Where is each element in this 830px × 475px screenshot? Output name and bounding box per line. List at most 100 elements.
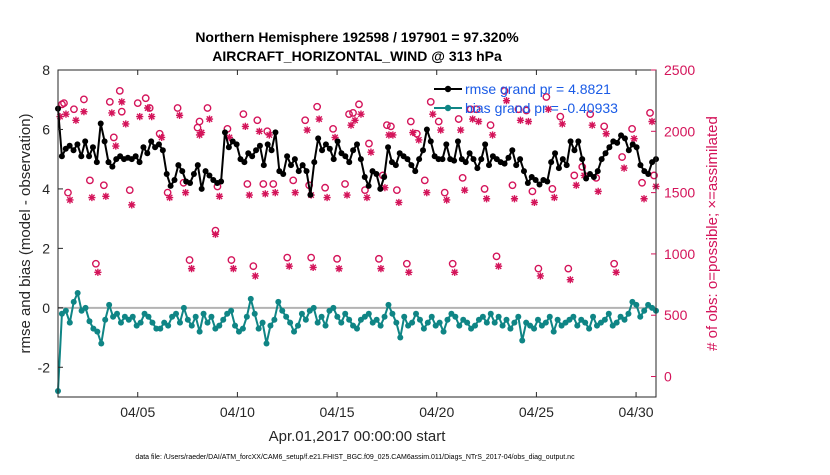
bias-point: [389, 310, 396, 317]
rmse-point: [66, 142, 73, 149]
obs-assimilated-marker: [457, 126, 465, 134]
obs-assimilated-marker: [429, 110, 437, 118]
rmse-point: [474, 165, 481, 172]
obs-assimilated-marker: [215, 192, 224, 200]
obs-possible-marker: [534, 264, 543, 273]
bias-point: [117, 319, 124, 326]
y2-tick-label: 1000: [664, 246, 695, 262]
bias-point: [582, 319, 589, 326]
bias-point: [479, 313, 486, 320]
rmse-point: [462, 159, 469, 166]
obs-possible-marker: [125, 186, 134, 195]
rmse-point: [517, 156, 524, 163]
obs-markers-layer: [56, 86, 660, 284]
bias-point: [440, 328, 447, 335]
y-axis-right: 0 500 1000 1500 2000 2500: [651, 62, 695, 385]
obs-assimilated-marker: [128, 201, 136, 209]
rmse-point: [218, 178, 225, 185]
obs-assimilated-marker: [544, 105, 552, 113]
obs-assimilated-marker: [285, 262, 293, 270]
obs-assimilated-marker: [409, 128, 417, 137]
obs-assimilated-marker: [265, 131, 273, 139]
rmse-point: [594, 168, 601, 175]
obs-possible-marker: [345, 110, 353, 119]
bias-point: [413, 310, 420, 317]
y2-tick-label: 2000: [664, 123, 695, 139]
bias-point: [145, 313, 152, 320]
rmse-point: [544, 178, 551, 185]
bias-point: [208, 313, 215, 320]
bias-point: [188, 322, 195, 329]
obs-assimilated-marker: [469, 115, 477, 123]
obs-possible-marker: [239, 110, 248, 119]
obs-assimilated-marker: [558, 120, 566, 128]
obs-possible-marker: [109, 133, 118, 142]
obs-assimilated-marker: [516, 116, 525, 124]
obs-possible-marker: [80, 95, 88, 104]
rmse-point: [268, 147, 275, 154]
rmse-point: [311, 159, 318, 166]
x-axis-label: Apr.01,2017 00:00:00 start: [269, 428, 447, 445]
obs-assimilated-marker: [488, 131, 497, 139]
obs-assimilated-marker: [363, 193, 371, 202]
rmse-point: [187, 179, 194, 186]
bias-point: [192, 313, 199, 320]
bias-point: [184, 316, 191, 323]
rmse-point: [78, 153, 85, 160]
obs-assimilated-marker: [94, 268, 102, 276]
obs-possible-marker: [329, 124, 337, 133]
x-tick-label: 04/10: [220, 404, 255, 420]
rmse-point: [295, 168, 302, 175]
rmse-point: [70, 147, 77, 154]
rmse-point: [501, 160, 508, 167]
obs-possible-marker: [269, 180, 278, 188]
obs-assimilated-marker: [175, 111, 184, 119]
bias-point: [251, 310, 258, 317]
bias-point: [491, 319, 498, 326]
obs-possible-marker: [618, 153, 627, 161]
obs-assimilated-marker: [166, 193, 174, 202]
legend-bias-marker: [444, 104, 452, 112]
obs-possible-marker: [586, 110, 595, 119]
obs-possible-marker: [508, 181, 517, 190]
rmse-point: [567, 138, 574, 145]
bias-point: [66, 319, 73, 326]
chart-title: Northern Hemisphere 192598 / 197901 = 97…: [195, 29, 519, 45]
obs-possible-marker: [486, 121, 495, 130]
bias-point: [82, 304, 89, 311]
x-tick-label: 04/05: [120, 404, 155, 420]
bias-point: [601, 316, 608, 323]
rmse-point: [357, 156, 364, 163]
obs-assimilated-marker: [437, 126, 445, 134]
bias-point: [310, 304, 317, 311]
obs-assimilated-marker: [80, 108, 88, 116]
bias-point: [487, 310, 494, 317]
obs-assimilated-marker: [381, 184, 389, 192]
x-tick-label: 04/25: [519, 404, 554, 420]
rmse-point: [633, 144, 640, 151]
obs-assimilated-marker: [122, 120, 130, 128]
obs-possible-marker: [195, 117, 204, 126]
obs-possible-marker: [628, 124, 636, 133]
rmse-point: [346, 159, 353, 166]
obs-possible-marker: [375, 254, 383, 263]
obs-assimilated-marker: [118, 98, 126, 106]
rmse-point: [606, 144, 613, 151]
obs-assimilated-marker: [377, 265, 385, 273]
rmse-point: [206, 172, 213, 179]
obs-assimilated-marker: [245, 191, 253, 199]
bias-point: [499, 322, 506, 329]
rmse-point: [373, 171, 380, 178]
bias-point: [86, 318, 93, 325]
bias-point: [515, 313, 522, 320]
bias-point: [428, 313, 435, 320]
obs-possible-marker: [361, 186, 369, 195]
bias-point: [287, 319, 294, 326]
y-axis-label: rmse and bias (model - observation): [17, 113, 34, 353]
obs-assimilated-marker: [461, 186, 469, 194]
bias-point: [373, 316, 380, 323]
bias-point: [444, 316, 451, 323]
obs-possible-marker: [440, 188, 449, 197]
obs-possible-marker: [341, 180, 349, 188]
obs-assimilated-marker: [343, 191, 351, 199]
